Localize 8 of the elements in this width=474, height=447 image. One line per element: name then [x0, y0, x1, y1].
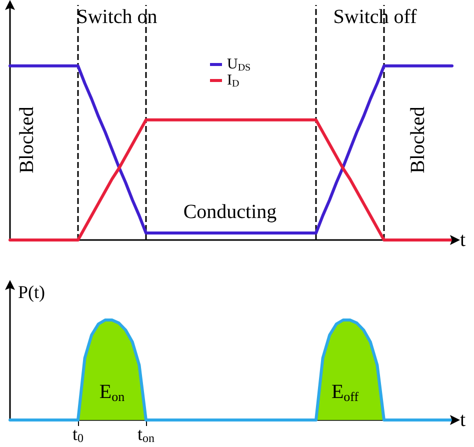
- annotation: Conducting: [183, 201, 277, 223]
- text: Switch off: [333, 6, 418, 28]
- y-axis-title: P(t): [18, 282, 46, 302]
- x-axis-title: t: [460, 229, 466, 251]
- annotation: Blocked: [16, 106, 38, 174]
- text: Switch on: [76, 6, 158, 28]
- annotation: Blocked: [407, 106, 429, 174]
- x-axis-title: t: [460, 409, 466, 431]
